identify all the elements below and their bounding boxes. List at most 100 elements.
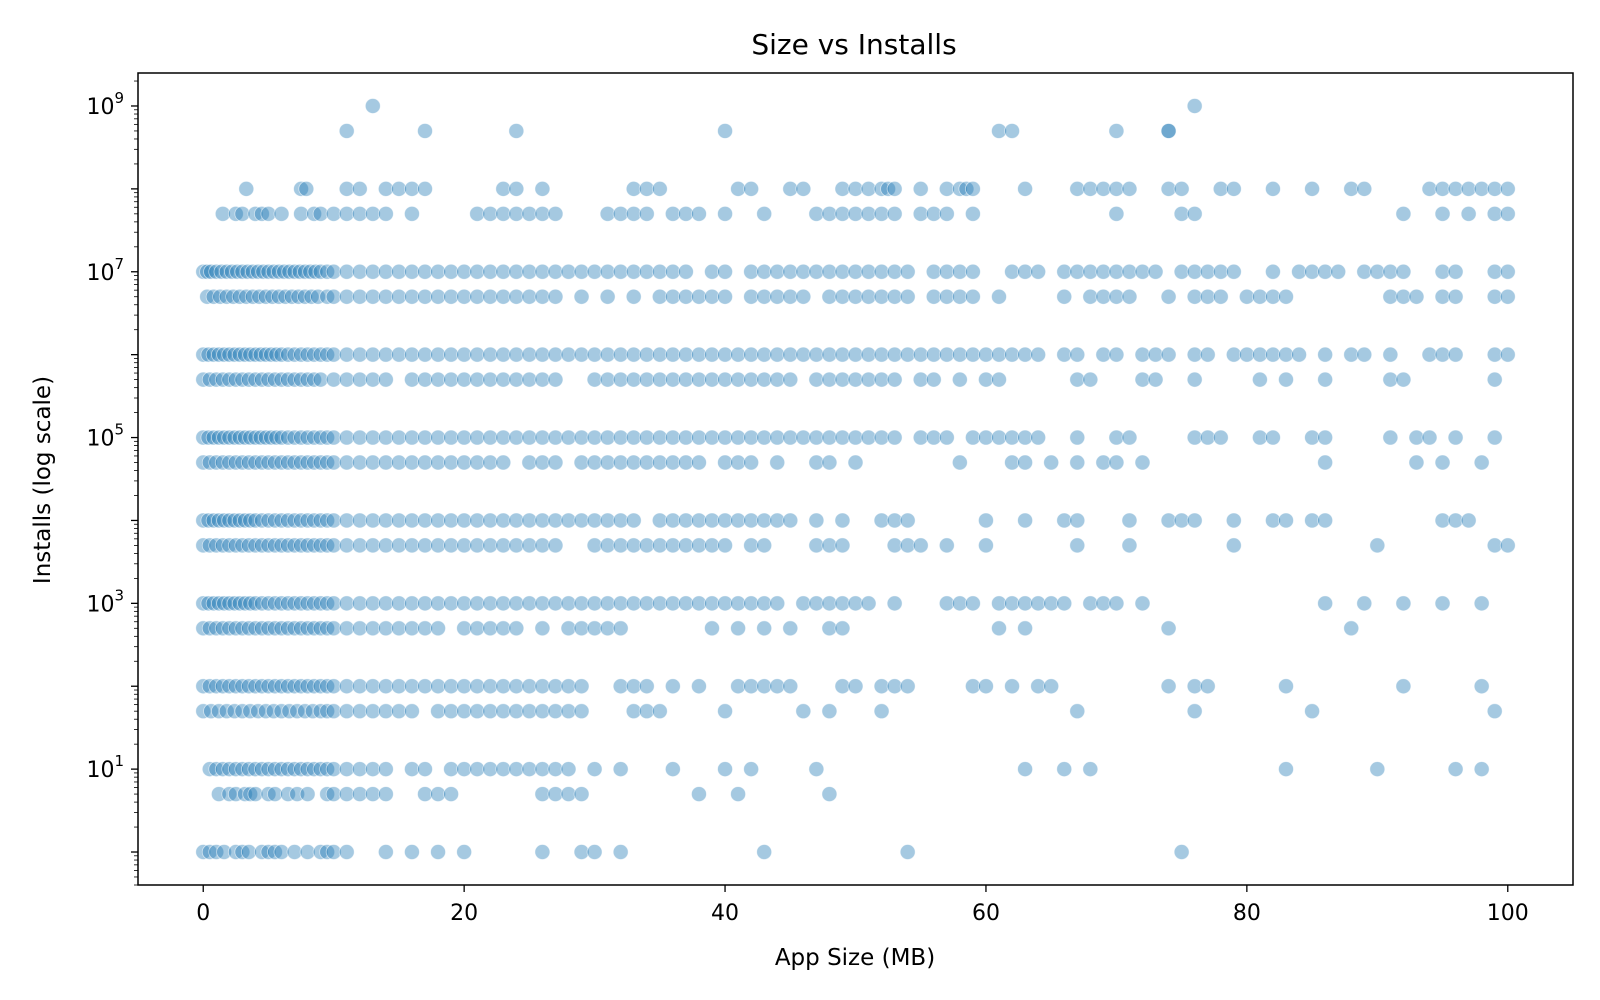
scatter-point xyxy=(834,288,851,305)
scatter-point xyxy=(212,288,229,305)
scatter-point xyxy=(351,761,368,778)
scatter-point xyxy=(1499,537,1516,554)
scatter-point xyxy=(847,346,864,363)
scatter-point xyxy=(1304,512,1320,529)
scatter-point xyxy=(573,454,590,471)
scatter-point xyxy=(521,346,538,363)
scatter-point xyxy=(704,346,720,363)
scatter-point xyxy=(834,180,851,197)
scatter-point xyxy=(743,288,760,305)
scatter-point xyxy=(430,429,446,446)
scatter-point xyxy=(586,512,603,529)
scatter-point xyxy=(286,761,303,778)
scatter-point xyxy=(651,288,668,305)
scatter-point xyxy=(443,454,459,471)
scatter-point xyxy=(1447,761,1464,778)
scatter-point xyxy=(1447,512,1464,529)
scatter-point xyxy=(247,786,264,802)
scatter-point xyxy=(560,620,577,637)
scatter-point xyxy=(886,595,903,612)
scatter-point xyxy=(1486,346,1503,363)
scatter-point xyxy=(1447,180,1464,197)
scatter-point xyxy=(625,703,642,720)
scatter-point xyxy=(338,512,355,529)
scatter-point xyxy=(769,454,786,471)
scatter-point xyxy=(325,761,342,778)
scatter-point xyxy=(612,429,629,446)
scatter-point xyxy=(965,346,981,363)
scatter-point xyxy=(456,346,473,363)
scatter-point xyxy=(456,512,473,529)
scatter-point xyxy=(351,512,368,529)
scatter-point xyxy=(456,844,473,860)
scatter-point xyxy=(280,371,296,388)
scatter-point xyxy=(214,205,231,222)
scatter-point xyxy=(599,429,616,446)
scatter-point xyxy=(1434,346,1451,363)
scatter-point xyxy=(404,537,420,554)
scatter-point xyxy=(625,537,642,554)
scatter-point xyxy=(1212,288,1229,305)
scatter-point xyxy=(456,595,473,612)
scatter-point xyxy=(678,346,694,363)
scatter-point xyxy=(1186,98,1203,114)
scatter-point xyxy=(1278,371,1294,388)
scatter-point xyxy=(377,537,394,554)
scatter-point xyxy=(1225,346,1242,363)
scatter-point xyxy=(240,761,257,778)
scatter-point xyxy=(873,512,890,529)
scatter-point xyxy=(1304,263,1320,280)
scatter-point xyxy=(1043,678,1060,695)
scatter-point xyxy=(298,180,315,197)
scatter-point xyxy=(391,595,407,612)
scatter-point xyxy=(730,786,746,802)
scatter-point xyxy=(404,620,420,637)
scatter-point xyxy=(391,703,407,720)
scatter-point xyxy=(430,454,446,471)
scatter-point xyxy=(404,346,420,363)
scatter-point xyxy=(534,454,551,471)
scatter-point xyxy=(1134,595,1151,612)
scatter-point xyxy=(1291,263,1307,280)
scatter-point xyxy=(573,844,590,860)
scatter-point xyxy=(664,371,681,388)
scatter-point xyxy=(469,429,486,446)
scatter-point xyxy=(1447,346,1464,363)
scatter-point xyxy=(338,180,355,197)
scatter-point xyxy=(573,263,590,280)
scatter-point xyxy=(691,371,707,388)
scatter-point xyxy=(1030,595,1047,612)
scatter-point xyxy=(469,678,486,695)
scatter-point xyxy=(280,595,296,612)
scatter-point xyxy=(508,703,525,720)
scatter-point xyxy=(495,371,512,388)
scatter-point xyxy=(325,512,342,529)
scatter-point xyxy=(756,537,773,554)
scatter-point xyxy=(299,761,316,778)
scatter-point xyxy=(834,429,851,446)
scatter-point xyxy=(443,263,459,280)
scatter-point xyxy=(469,288,486,305)
scatter-point xyxy=(443,678,459,695)
scatter-point xyxy=(1473,678,1490,695)
scatter-point xyxy=(273,454,290,471)
scatter-point xyxy=(195,620,212,637)
scatter-point xyxy=(260,678,277,695)
scatter-point xyxy=(873,180,890,197)
scatter-point xyxy=(782,371,799,388)
scatter-point xyxy=(860,346,877,363)
scatter-point xyxy=(678,205,694,222)
scatter-point xyxy=(260,512,277,529)
scatter-point xyxy=(338,595,355,612)
scatter-point xyxy=(899,512,916,529)
scatter-point xyxy=(599,346,616,363)
scatter-point xyxy=(306,761,323,778)
scatter-point xyxy=(312,454,329,471)
scatter-point xyxy=(1017,595,1033,612)
scatter-point xyxy=(1434,595,1451,612)
scatter-point xyxy=(273,205,290,222)
scatter-point xyxy=(319,537,336,554)
scatter-point xyxy=(417,678,433,695)
scatter-point xyxy=(227,454,244,471)
